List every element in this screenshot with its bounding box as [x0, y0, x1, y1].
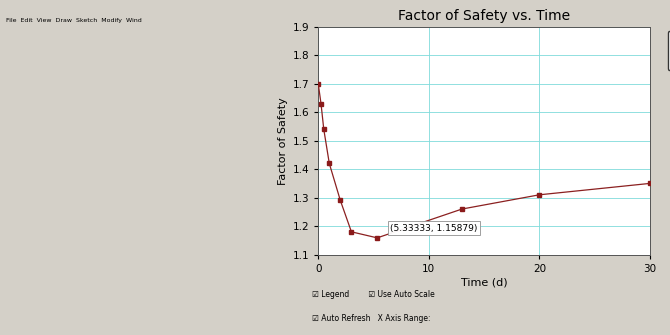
Title: Factor of Safety vs. Time: Factor of Safety vs. Time [398, 9, 570, 23]
X-axis label: Time (d): Time (d) [461, 278, 507, 288]
Text: ☑ Auto Refresh   X Axis Range:: ☑ Auto Refresh X Axis Range: [312, 314, 431, 323]
Legend: Critical Slip
Surface at each
time step: Critical Slip Surface at each time step [668, 31, 670, 70]
Text: ☑ Legend        ☑ Use Auto Scale: ☑ Legend ☑ Use Auto Scale [312, 290, 435, 299]
Text: (5.33333, 1.15879): (5.33333, 1.15879) [391, 224, 478, 233]
Text: File  Edit  View  Draw  Sketch  Modify  Wind: File Edit View Draw Sketch Modify Wind [6, 18, 142, 22]
Y-axis label: Factor of Safety: Factor of Safety [279, 97, 288, 185]
